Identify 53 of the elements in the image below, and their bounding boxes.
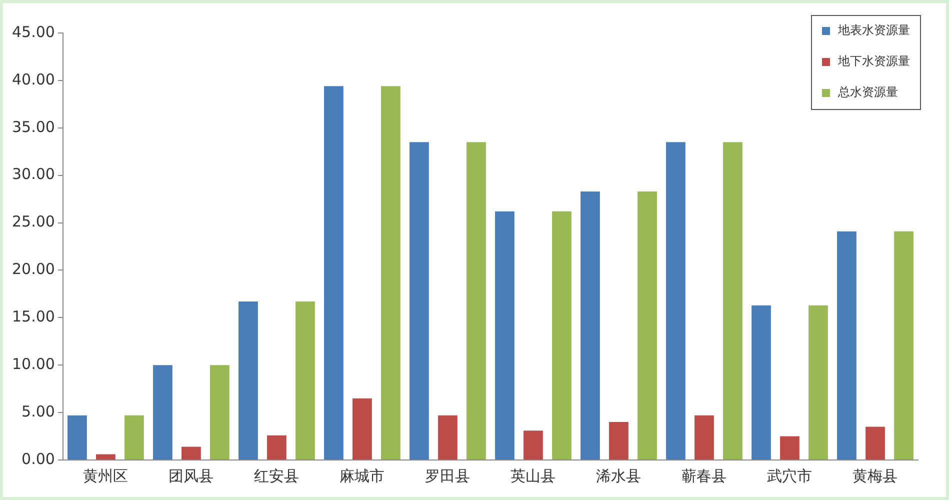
x-tick-label: 麻城市 — [340, 466, 385, 485]
bar — [381, 86, 400, 460]
bar — [267, 435, 286, 460]
bar — [808, 305, 828, 460]
y-tick-label: 5.00 — [22, 402, 55, 420]
bar — [780, 436, 800, 460]
bar — [182, 446, 201, 460]
bar — [723, 142, 742, 460]
y-tick-label: 30.00 — [12, 165, 55, 184]
bar — [837, 231, 856, 460]
bar — [466, 142, 486, 460]
x-tick-label: 浠水县 — [596, 466, 642, 485]
bar — [638, 191, 657, 460]
bar — [894, 231, 914, 460]
bar — [68, 415, 87, 460]
y-tick-label: 35.00 — [12, 118, 55, 136]
bar — [324, 86, 344, 460]
y-tick-label: 25.00 — [12, 212, 55, 231]
x-tick-label: 英山县 — [510, 466, 556, 485]
bar — [495, 211, 514, 460]
bar — [238, 302, 258, 460]
legend-label: 地下水资源量 — [838, 53, 910, 70]
bar — [296, 302, 315, 460]
x-tick-label: 红安县 — [254, 466, 300, 485]
x-tick-label: 团风县 — [168, 466, 214, 485]
bar — [124, 415, 144, 460]
y-tick-label: 40.00 — [12, 70, 55, 88]
bar — [666, 142, 686, 460]
x-tick-label: 武穴市 — [767, 466, 812, 485]
legend-label: 地表水资源量 — [838, 22, 910, 39]
x-tick-label: 罗田县 — [425, 466, 470, 485]
bar — [552, 211, 572, 460]
bar — [580, 191, 600, 460]
bar — [96, 454, 116, 460]
y-tick-label: 10.00 — [12, 355, 55, 373]
bar — [410, 142, 429, 460]
y-tick-label: 20.00 — [12, 260, 55, 278]
bar — [153, 365, 172, 460]
bar — [352, 398, 372, 460]
x-tick-label: 蕲春县 — [682, 466, 727, 485]
bar — [752, 305, 771, 460]
bar — [694, 415, 714, 460]
bar — [210, 365, 230, 460]
bar — [609, 422, 628, 460]
bar — [524, 430, 543, 460]
y-tick-label: 0.00 — [22, 450, 55, 468]
x-tick-label: 黄梅县 — [852, 466, 898, 485]
y-tick-label: 15.00 — [12, 308, 55, 326]
bar — [866, 426, 885, 460]
y-tick-label: 45.00 — [12, 22, 55, 41]
bar — [438, 415, 458, 460]
x-tick-label: 黄州区 — [83, 466, 128, 485]
legend-label: 总水资源量 — [838, 84, 898, 101]
